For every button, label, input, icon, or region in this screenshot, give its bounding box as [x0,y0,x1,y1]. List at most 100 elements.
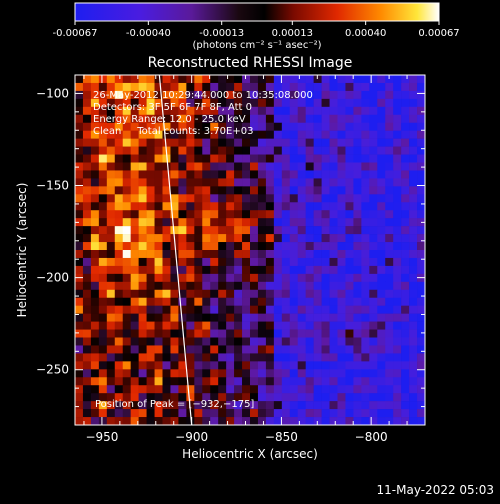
heatmap-cell [273,329,283,338]
heatmap-cell [202,114,211,124]
heatmap-cell [202,186,211,195]
heatmap-cell [170,361,179,370]
heatmap-cell [218,234,227,243]
heatmap-cell [281,321,291,330]
heatmap-cell [361,289,370,299]
heatmap-cell [377,361,386,370]
heatmap-cell [273,345,283,354]
heatmap-cell [369,106,378,116]
heatmap-cell [242,194,251,203]
heatmap-cell [82,385,92,394]
heatmap-cell [122,313,131,322]
heatmap-cell [329,361,338,370]
heatmap-cell [273,417,283,425]
heatmap-cell [146,186,155,195]
heatmap-cell [194,114,203,124]
heatmap-cell [114,114,124,124]
heatmap-cell [90,385,100,394]
heatmap-cell [122,273,131,283]
heatmap-cell [345,385,354,394]
heatmap-cell [226,75,235,84]
heatmap-cell [401,114,410,124]
heatmap-cell [130,162,139,171]
heatmap-cell [329,210,338,219]
heatmap-cell [130,281,139,291]
heatmap-cell [242,281,251,291]
heatmap-cell [409,250,418,259]
heatmap-cell [194,345,203,354]
heatmap-cell [409,417,418,425]
heatmap-cell [393,377,402,386]
heatmap-cell [146,265,155,275]
heatmap-cell [178,265,187,275]
heatmap-cell [265,385,275,394]
heatmap-cell [345,170,354,179]
heatmap-cell [401,90,410,100]
heatmap-cell [321,337,330,346]
heatmap-cell [281,146,291,155]
heatmap-cell [369,385,378,394]
heatmap-cell [257,250,267,259]
heatmap-cell [265,130,275,139]
heatmap-cell [90,329,100,338]
heatmap-cell [106,417,116,425]
heatmap-cell [297,162,306,171]
heatmap-cell [186,75,195,84]
heatmap-cell [130,234,139,243]
heatmap-cell [377,329,386,338]
heatmap-cell [226,186,235,195]
heatmap-cell [345,289,354,299]
heatmap-cell [122,353,131,362]
heatmap-cell [369,361,378,370]
heatmap-cell [250,361,259,370]
heatmap-cell [106,226,116,235]
heatmap-cell [377,226,386,235]
heatmap-cell [75,250,84,259]
heatmap-cell [345,82,354,92]
heatmap-cell [409,202,418,211]
heatmap-cell [98,265,108,275]
heatmap-cell [82,242,92,251]
heatmap-cell [162,393,171,402]
heatmap-cell [289,90,299,100]
heatmap-cell [393,226,402,235]
heatmap-cell [114,321,124,330]
heatmap-cell [75,114,84,124]
heatmap-cell [305,369,314,378]
heatmap-cell [210,385,219,394]
heatmap-cell [210,218,219,227]
y-axis-label: Heliocentric Y (arcsec) [15,183,29,318]
heatmap-cell [106,361,116,370]
heatmap-cell [353,281,362,291]
heatmap-cell [257,114,267,124]
heatmap-cell [178,194,187,203]
heatmap-cell [409,138,418,147]
heatmap-cell [98,393,108,402]
heatmap-cell [329,297,338,306]
heatmap-cell [138,297,147,306]
heatmap-cell [138,226,147,235]
heatmap-cell [186,377,195,386]
heatmap-cell [385,273,394,283]
heatmap-cell [242,409,251,418]
heatmap-cell [226,369,235,378]
x-axis-ticks: −950 −900 −850 −800 [83,75,426,444]
heatmap-cell [82,281,92,291]
heatmap-cell [281,393,291,402]
heatmap-cell [146,210,155,219]
x-tick-label: −800 [355,430,388,444]
heatmap-cell [170,146,179,155]
heatmap-cell [234,321,243,330]
heatmap-cell [313,218,322,227]
heatmap-cell [162,162,171,171]
heatmap-cell [409,281,418,291]
heatmap-cell [146,178,155,187]
heatmap-cell [178,353,187,362]
heatmap-cell [178,377,187,386]
heatmap-cell [385,401,394,410]
heatmap-cell [250,281,259,291]
heatmap-cell [361,409,370,418]
heatmap-cell [337,329,346,338]
heatmap-cell [130,146,139,155]
heatmap-cell [409,289,418,299]
